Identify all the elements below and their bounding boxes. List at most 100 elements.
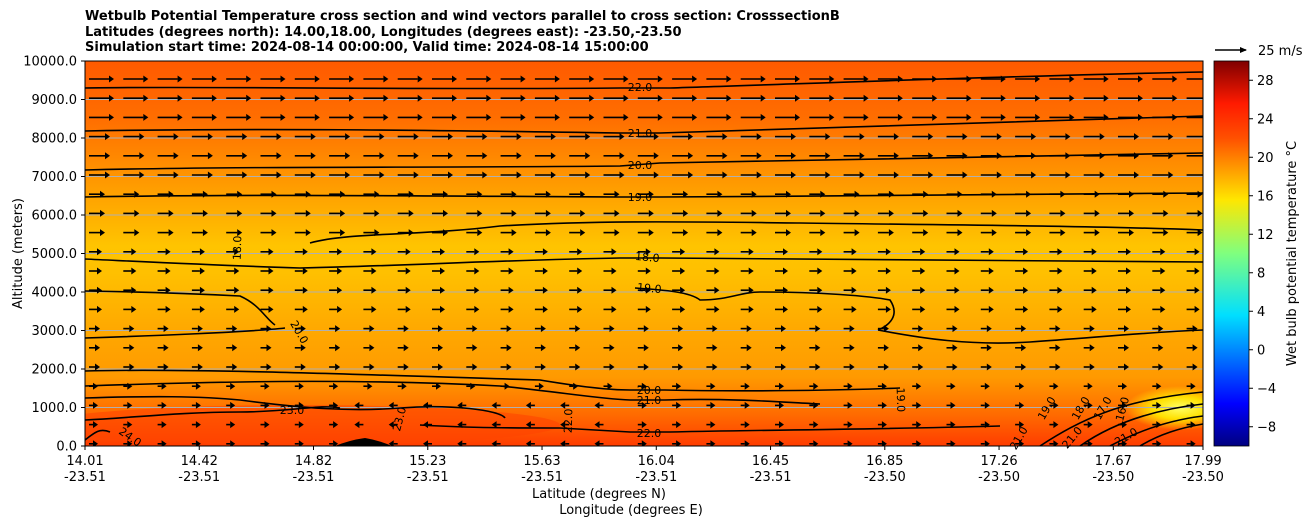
contour-lines: [85, 71, 1203, 446]
wind-vector-head: [783, 286, 788, 294]
wind-vector-head: [863, 113, 869, 121]
wind-vector-head: [714, 267, 720, 275]
wind-vector-head: [847, 382, 853, 390]
wind-vector-head: [746, 344, 752, 352]
wind-vector-head: [678, 344, 684, 352]
wind-vector-head: [264, 382, 270, 390]
wind-vector-head: [486, 75, 492, 83]
wind-vector-head: [575, 325, 581, 333]
wind-vector-head: [202, 190, 208, 198]
wind-vector-head: [349, 113, 355, 121]
wind-vector-head: [1099, 133, 1105, 141]
wind-vector-head: [1192, 344, 1198, 352]
wind-vector-head: [688, 152, 694, 160]
wind-vector-head: [109, 94, 114, 102]
wind-vector-head: [1160, 267, 1166, 275]
wind-vector-head: [966, 75, 972, 83]
wind-vector-head: [1089, 344, 1095, 352]
wind-vector-head: [1026, 229, 1032, 237]
wind-vector-head: [881, 401, 887, 409]
wind-vector-head: [1122, 421, 1127, 429]
wind-vector-head: [264, 440, 270, 446]
wind-vector-head: [477, 229, 483, 237]
wind-vector-head: [100, 209, 105, 217]
wind-vector-head: [1053, 382, 1059, 390]
wind-vector-head: [1069, 75, 1075, 83]
wind-vector-head: [305, 229, 311, 237]
y-tick-label: 6000.0: [32, 209, 78, 224]
wind-vector-head: [1138, 113, 1143, 121]
wind-vector-head: [207, 171, 213, 179]
wind-vector-head: [779, 440, 784, 446]
wind-vector-head: [383, 75, 389, 83]
wind-vector-head: [139, 133, 145, 141]
wind-vector-head: [271, 190, 277, 198]
x-tick-longitude: -23.51: [521, 470, 563, 485]
wind-vector-head: [688, 171, 694, 179]
wind-vector-head: [300, 363, 306, 371]
wind-vector-head: [712, 325, 718, 333]
wind-vector-head: [1158, 325, 1164, 333]
quiver-key: 25 m/s: [1215, 44, 1303, 59]
wind-vector-head: [482, 171, 488, 179]
wind-vector-head: [457, 421, 463, 429]
wind-vector-head: [268, 248, 274, 256]
wind-vector-head: [127, 440, 133, 446]
wind-vector-head: [863, 75, 869, 83]
wind-vector-head: [1026, 209, 1032, 217]
wind-vector-head: [1091, 248, 1097, 256]
wind-vector-head: [508, 267, 514, 275]
colorbar-tick-label: 4: [1257, 305, 1265, 320]
wind-vector-head: [1021, 325, 1027, 333]
wind-vector-head: [127, 382, 133, 390]
wind-vector-head: [680, 248, 686, 256]
wind-vector-head: [369, 325, 375, 333]
colorbar-gradient: [1213, 60, 1250, 447]
wind-vector-head: [266, 363, 272, 371]
wind-vector-head: [337, 248, 343, 256]
wind-vector-head: [511, 209, 517, 217]
wind-vector-head: [371, 286, 377, 294]
wind-vector-head: [542, 267, 548, 275]
wind-vector-head: [859, 171, 865, 179]
y-tick-label: 1000.0: [32, 401, 78, 416]
wind-vector-head: [246, 113, 252, 121]
wind-vector-head: [893, 133, 899, 141]
wind-vector-head: [310, 171, 316, 179]
wind-vector-head: [744, 421, 750, 429]
wind-vector-head: [676, 401, 682, 409]
wind-vector-head: [885, 267, 891, 275]
wind-vector-head: [401, 382, 407, 390]
wind-vector-head: [795, 94, 800, 102]
wind-vector-head: [984, 382, 990, 390]
wind-vector-head: [893, 171, 899, 179]
wind-vector-head: [645, 305, 651, 313]
wind-vector-head: [298, 440, 304, 446]
wind-vector-head: [1156, 382, 1162, 390]
wind-vector-head: [1069, 113, 1075, 121]
wind-vector-head: [340, 209, 346, 217]
wind-vector-head: [506, 325, 512, 333]
wind-vector-head: [1156, 440, 1162, 446]
wind-vector-head: [1053, 421, 1059, 429]
wind-vector-head: [746, 325, 752, 333]
x-axis: 14.01-23.5114.42-23.5114.82-23.5115.23-2…: [64, 446, 1224, 485]
wind-vector-head: [333, 421, 339, 429]
contour-label: 19.0: [628, 191, 653, 204]
wind-vector-head: [232, 325, 238, 333]
wind-vector-head: [678, 325, 684, 333]
wind-vector-head: [813, 440, 819, 446]
wind-vector-head: [1156, 401, 1162, 409]
wind-vector-head: [786, 209, 791, 217]
wind-vector-head: [643, 325, 649, 333]
wind-vector-head: [820, 209, 826, 217]
wind-vector-head: [653, 133, 659, 141]
wind-vector-head: [163, 344, 169, 352]
wind-vector-head: [722, 152, 728, 160]
wind-vector-head: [653, 152, 659, 160]
wind-vector-head: [545, 190, 551, 198]
quiver-key-label: 25 m/s: [1258, 44, 1303, 59]
wind-vector-head: [234, 248, 240, 256]
wind-vector-head: [851, 286, 857, 294]
wind-vector-head: [199, 286, 205, 294]
